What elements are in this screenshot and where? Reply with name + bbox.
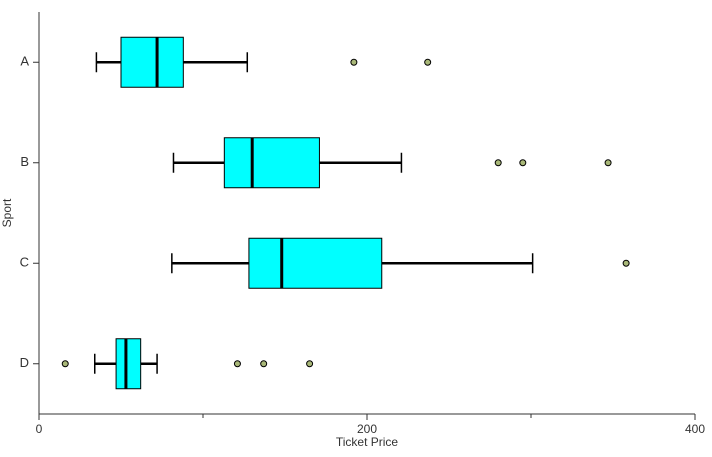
outlier xyxy=(350,58,358,66)
box xyxy=(248,237,383,289)
x-tick-label: 400 xyxy=(685,422,705,436)
outlier xyxy=(519,159,527,167)
box xyxy=(115,338,142,390)
outlier xyxy=(260,360,268,368)
y-tick-label: B xyxy=(20,154,29,169)
outlier xyxy=(61,360,69,368)
y-tick-label: C xyxy=(20,255,29,270)
x-tick-label: 0 xyxy=(36,422,43,436)
box xyxy=(223,137,320,189)
outlier xyxy=(306,360,314,368)
y-axis-label: Sport xyxy=(0,198,14,227)
box xyxy=(120,36,184,88)
outlier xyxy=(424,58,432,66)
y-tick-label: A xyxy=(20,54,29,69)
outlier xyxy=(233,360,241,368)
outlier xyxy=(622,259,630,267)
outlier xyxy=(494,159,502,167)
y-tick-label: D xyxy=(20,355,29,370)
x-tick-label: 200 xyxy=(357,422,377,436)
outlier xyxy=(604,159,612,167)
x-axis-label: Ticket Price xyxy=(336,435,399,449)
